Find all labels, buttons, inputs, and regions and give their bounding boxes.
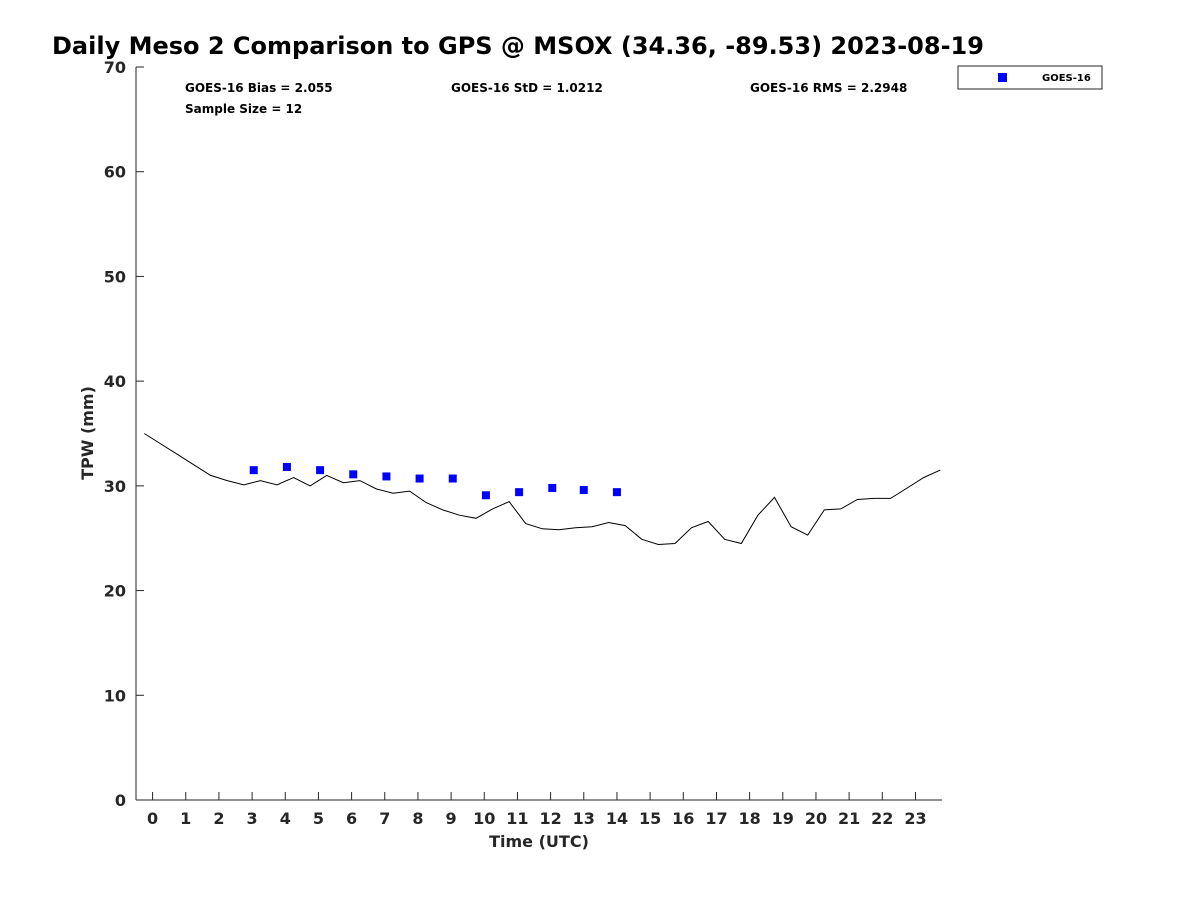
y-axis-label: TPW (mm)	[78, 386, 97, 480]
bias-stat: GOES-16 Bias = 2.055	[185, 81, 333, 95]
x-tick-label: 17	[705, 809, 727, 828]
y-tick-label: 30	[104, 477, 126, 496]
goes16-point	[282, 463, 291, 472]
x-ticks: 0 1 2 3 4 5 6 7 8 9 10 11 12 13 14 15 16 17 18 19 20 21 22 23	[147, 792, 927, 828]
goes16-point	[249, 466, 258, 475]
legend-label-goes16: GOES-16	[1042, 73, 1091, 84]
goes16-point	[349, 470, 358, 479]
y-tick-label: 20	[104, 582, 126, 601]
x-tick-label: 7	[379, 809, 390, 828]
legend: GOES-16	[957, 65, 1103, 90]
x-tick-label: 19	[772, 809, 794, 828]
x-tick-label: 9	[446, 809, 457, 828]
x-tick-label: 3	[247, 809, 258, 828]
legend-marker-goes16	[998, 73, 1007, 82]
x-tick-label: 2	[213, 809, 224, 828]
x-tick-label: 10	[473, 809, 495, 828]
x-tick-label: 22	[871, 809, 893, 828]
series-layer	[144, 433, 941, 546]
x-tick-label: 21	[838, 809, 860, 828]
x-tick-label: 23	[904, 809, 926, 828]
goes16-point	[415, 474, 424, 483]
std-stat: GOES-16 StD = 1.0212	[451, 81, 603, 95]
x-tick-label: 8	[412, 809, 423, 828]
y-tick-label: 60	[104, 163, 126, 182]
sample-size-stat: Sample Size = 12	[185, 102, 302, 116]
goes16-point	[515, 488, 524, 497]
x-tick-label: 6	[346, 809, 357, 828]
y-ticks: 0 10 20 30 40 50 60 70	[104, 58, 144, 810]
x-tick-label: 11	[506, 809, 528, 828]
y-tick-label: 40	[104, 372, 126, 391]
x-tick-label: 15	[639, 809, 661, 828]
legend-box	[957, 65, 1103, 90]
goes16-point	[612, 488, 621, 497]
y-tick-label: 10	[104, 686, 126, 705]
x-tick-label: 0	[147, 809, 158, 828]
y-tick-label: 70	[104, 58, 126, 77]
goes16-point	[481, 491, 490, 500]
chart-title: Daily Meso 2 Comparison to GPS @ MSOX (3…	[52, 32, 984, 60]
y-tick-label: 50	[104, 267, 126, 286]
x-tick-label: 18	[738, 809, 760, 828]
x-tick-label: 12	[539, 809, 561, 828]
x-axis-label: Time (UTC)	[489, 832, 589, 851]
goes16-point	[382, 472, 391, 481]
goes16-point	[548, 483, 557, 492]
x-tick-label: 13	[573, 809, 595, 828]
rms-stat: GOES-16 RMS = 2.2948	[750, 81, 907, 95]
gps-line	[144, 433, 941, 546]
goes16-point	[448, 474, 457, 483]
x-tick-label: 1	[180, 809, 191, 828]
goes16-point	[316, 466, 325, 475]
x-tick-label: 20	[805, 809, 827, 828]
x-tick-label: 4	[280, 809, 291, 828]
y-tick-label: 0	[115, 791, 126, 810]
x-tick-label: 5	[313, 809, 324, 828]
plot-area	[135, 67, 942, 801]
x-tick-label: 16	[672, 809, 694, 828]
goes16-point	[579, 486, 588, 495]
x-tick-label: 14	[606, 809, 628, 828]
